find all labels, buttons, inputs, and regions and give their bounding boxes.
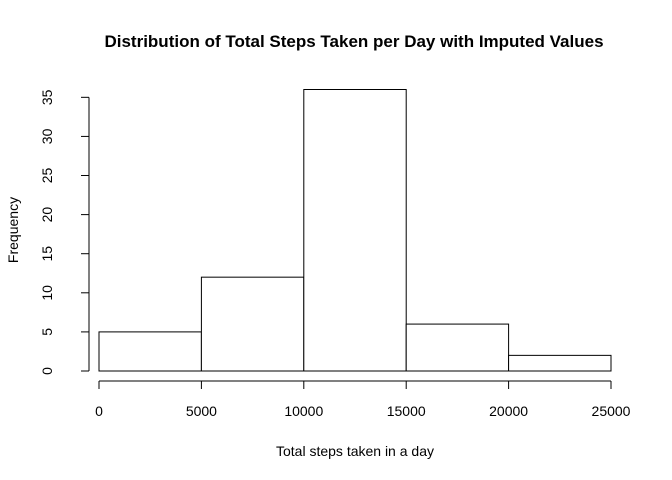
x-tick-label-0: 0 (95, 403, 103, 419)
x-tick-label-3: 15000 (387, 403, 426, 419)
y-tick-label-1: 5 (39, 328, 55, 336)
y-axis: 0 5 10 15 20 25 30 35 (39, 89, 90, 375)
bar-4 (508, 354, 612, 372)
bar-2 (303, 89, 407, 372)
y-tick-label-0: 0 (39, 367, 55, 375)
y-tick-label-7: 35 (39, 89, 55, 105)
y-tick-label-4: 20 (39, 207, 55, 223)
x-tick-label-2: 10000 (284, 403, 323, 419)
x-tick-label-4: 20000 (489, 403, 528, 419)
x-axis-label: Total steps taken in a day (276, 443, 434, 459)
x-tick-label-5: 25000 (592, 403, 631, 419)
chart-title: Distribution of Total Steps Taken per Da… (104, 32, 603, 51)
x-axis: 0 5000 10000 15000 20000 25000 (95, 380, 631, 419)
x-tick-label-1: 5000 (186, 403, 217, 419)
bar-3 (405, 323, 510, 372)
y-tick-label-6: 30 (39, 128, 55, 144)
y-tick-label-2: 10 (39, 285, 55, 301)
bar-0 (98, 331, 202, 372)
bar-1 (200, 276, 305, 372)
y-axis-label: Frequency (5, 197, 21, 263)
y-tick-label-3: 15 (39, 246, 55, 262)
y-tick-label-5: 25 (39, 168, 55, 184)
bars-group (98, 89, 612, 372)
